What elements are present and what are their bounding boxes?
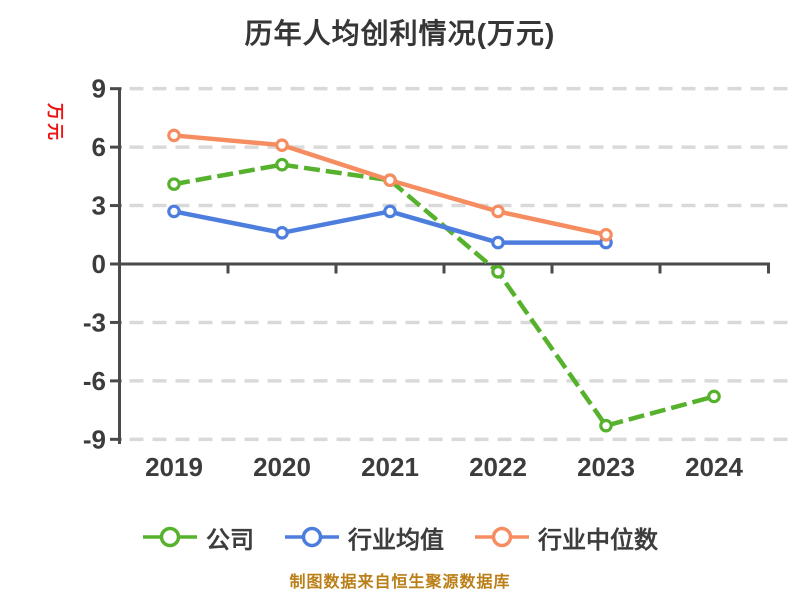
- legend-item-industry-median: 行业中位数: [474, 520, 658, 555]
- y-tick-label-3: 3: [92, 191, 106, 221]
- y-tick-label-6: 6: [92, 132, 106, 162]
- x-tick-label-2019: 2019: [145, 452, 203, 482]
- point-industry-median-2021: [383, 173, 397, 188]
- legend-marker-industry-average: [285, 526, 339, 548]
- legend-label-company: 公司: [206, 526, 254, 554]
- x-tick-label-2024: 2024: [685, 452, 743, 482]
- legend-label-industry-median: 行业中位数: [538, 526, 658, 554]
- legend-item-industry-average: 行业均值: [284, 520, 444, 555]
- point-industry-median-2019: [167, 128, 181, 143]
- point-industry-average-2022: [491, 235, 505, 250]
- point-company-2019: [167, 177, 181, 191]
- x-tick-label-2021: 2021: [361, 452, 419, 482]
- point-industry-average-2020: [275, 226, 289, 240]
- legend-circle-company: [159, 526, 181, 548]
- y-tick-label--6: -6: [83, 366, 106, 396]
- x-tick-label-2020: 2020: [253, 452, 311, 482]
- legend-label-industry-average: 行业均值: [348, 526, 444, 554]
- legend-circle-industry-average: [301, 526, 323, 548]
- x-tick-label-2023: 2023: [577, 452, 635, 482]
- y-tick-label--9: -9: [83, 424, 106, 454]
- series-line-company: [173, 162, 715, 428]
- data-source-note: 制图数据来自恒生聚源数据库: [289, 574, 511, 591]
- legend-circle-industry-median: [491, 526, 513, 548]
- point-industry-average-2019: [167, 204, 181, 219]
- point-company-2022: [491, 264, 505, 279]
- point-industry-median-2023: [599, 227, 613, 242]
- series-industry-median: [167, 128, 613, 242]
- legend-item-company: 公司: [142, 520, 254, 555]
- y-tick-label--3: -3: [83, 307, 106, 337]
- y-tick-label-0: 0: [92, 249, 106, 279]
- point-company-2024: [707, 389, 721, 404]
- series-company: [167, 157, 721, 433]
- chart-legend: 公司 行业均值 行业中位数: [0, 515, 800, 559]
- point-company-2020: [275, 157, 289, 172]
- legend-marker-industry-median: [475, 526, 529, 548]
- legend-marker-company: [143, 526, 197, 548]
- point-company-2023: [599, 418, 613, 433]
- point-industry-average-2021: [383, 204, 397, 219]
- point-industry-median-2020: [275, 138, 289, 152]
- y-tick-label-9: 9: [92, 74, 106, 104]
- series-industry-average: [167, 204, 613, 250]
- chart-title: 历年人均创利情况(万元): [244, 18, 556, 49]
- point-industry-median-2022: [491, 204, 505, 219]
- x-tick-label-2022: 2022: [469, 452, 527, 482]
